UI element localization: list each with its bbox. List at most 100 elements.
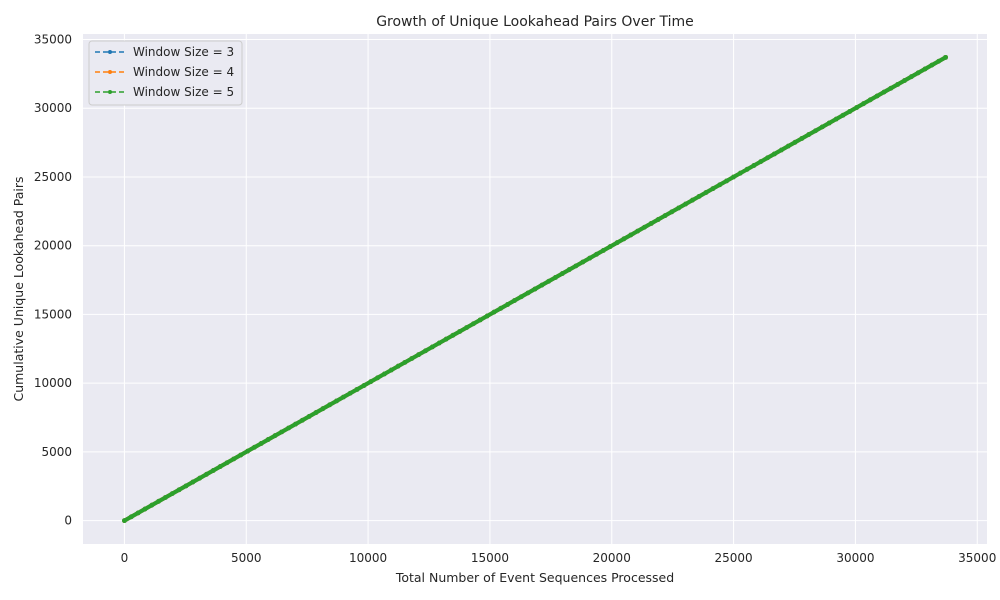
x-tick-label: 25000 [714,551,752,565]
data-point [492,310,497,315]
data-point [334,399,339,404]
data-point [156,499,161,504]
data-point [485,314,490,319]
data-point [752,163,757,168]
chart-title: Growth of Unique Lookahead Pairs Over Ti… [376,14,694,30]
x-tick-label: 5000 [231,551,262,565]
y-tick-label: 35000 [34,32,72,46]
data-point [656,217,661,222]
data-point [793,140,798,145]
y-tick-label: 30000 [34,101,72,115]
legend-marker [108,70,112,74]
data-point [608,244,613,249]
data-point [902,78,907,83]
data-point [375,375,380,380]
data-point [539,283,544,288]
data-point [786,144,791,149]
data-point [909,74,914,79]
data-point [799,136,804,141]
data-point [635,229,640,234]
data-point [232,456,237,461]
data-point [471,321,476,326]
data-point [143,507,148,512]
data-point [834,117,839,122]
data-point [724,179,729,184]
x-tick-label: 30000 [836,551,874,565]
data-point [676,206,681,211]
data-point [868,97,873,102]
data-point [307,414,312,419]
data-point [211,468,216,473]
data-point [861,101,866,106]
data-point [847,109,852,114]
data-point [362,383,367,388]
data-point [601,248,606,253]
data-point [389,368,394,373]
data-point [409,356,414,361]
data-point [341,395,346,400]
data-point [827,121,832,126]
data-point [355,387,360,392]
legend: Window Size = 3 Window Size = 4 Window S… [89,41,242,105]
data-point [711,186,716,191]
data-point [204,472,209,477]
data-point [498,306,503,311]
data-point [320,406,325,411]
data-point [293,422,298,427]
data-point [314,410,319,415]
data-point [649,221,654,226]
data-point [300,418,305,423]
data-point [628,233,633,238]
data-point [683,202,688,207]
data-point [430,345,435,350]
data-point [368,379,373,384]
data-point [731,175,736,180]
data-point [820,124,825,129]
legend-label: Window Size = 4 [133,65,234,79]
data-point [163,495,168,500]
data-point [574,263,579,268]
data-point [888,86,893,91]
x-tick-label: 35000 [958,551,996,565]
legend-label: Window Size = 3 [133,45,234,59]
data-point [758,159,763,164]
data-point [546,279,551,284]
data-point [129,514,134,519]
y-tick-label: 15000 [34,307,72,321]
data-point [642,225,647,230]
data-point [519,294,524,299]
data-point [505,302,510,307]
x-tick-label: 0 [121,551,129,565]
data-point [197,476,202,481]
data-point [738,171,743,176]
data-point [286,426,291,431]
data-point [765,155,770,160]
data-point [190,480,195,485]
data-point [779,148,784,153]
legend-marker [108,50,112,54]
data-point [622,236,627,241]
y-tick-label: 5000 [41,445,72,459]
legend-marker [108,90,112,94]
data-point [567,267,572,272]
data-point [594,252,599,257]
data-point [615,240,620,245]
data-point [697,194,702,199]
x-tick-label: 15000 [471,551,509,565]
y-tick-label: 20000 [34,239,72,253]
data-point [245,449,250,454]
y-axis-label: Cumulative Unique Lookahead Pairs [11,176,26,401]
data-point [478,317,483,322]
data-point [184,483,189,488]
data-point [717,182,722,187]
data-point [444,337,449,342]
data-point [663,213,668,218]
data-point [238,453,243,458]
data-point [526,290,531,295]
data-point [348,391,353,396]
data-point [704,190,709,195]
data-point [225,460,230,465]
data-point [252,445,257,450]
